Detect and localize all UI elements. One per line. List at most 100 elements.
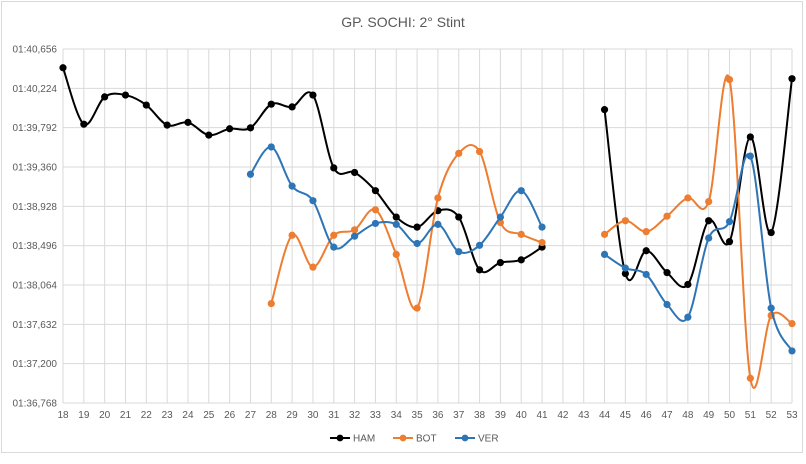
x-tick-label: 49 <box>703 410 715 421</box>
data-point-ham <box>600 106 609 114</box>
data-point-ham <box>288 103 296 111</box>
data-point-ham <box>309 91 317 99</box>
series-bot <box>267 74 796 389</box>
data-point-ver <box>725 218 734 226</box>
legend-label: HAM <box>353 434 375 445</box>
data-point-ver <box>496 213 504 221</box>
series-line-bot <box>603 74 793 389</box>
data-point-ham <box>205 131 213 139</box>
data-point-bot <box>371 206 380 214</box>
data-point-bot <box>517 230 525 238</box>
data-point-bot <box>330 231 338 239</box>
data-point-ver <box>309 197 317 205</box>
x-tick-label: 28 <box>266 410 278 421</box>
data-point-ham <box>392 213 400 221</box>
x-tick-label: 45 <box>620 410 632 421</box>
x-tick-label: 47 <box>661 410 673 421</box>
x-tick-label: 42 <box>557 410 569 421</box>
data-point-ver <box>517 187 525 195</box>
y-tick-label: 01:36,768 <box>13 399 58 410</box>
data-point-bot <box>309 263 317 271</box>
y-tick-label: 01:40,224 <box>13 84 58 95</box>
data-point-ham <box>142 101 150 109</box>
series-line-ham <box>62 67 543 274</box>
series-lines <box>59 64 796 389</box>
legend-label: BOT <box>416 434 437 445</box>
data-point-ham <box>767 228 775 237</box>
data-point-ver <box>371 219 380 228</box>
x-tick-label: 40 <box>516 410 528 421</box>
legend-item-ver: VER <box>455 434 499 445</box>
data-point-ver <box>788 347 796 355</box>
data-point-ver <box>413 239 421 248</box>
data-point-bot <box>288 231 296 239</box>
x-tick-label: 37 <box>453 410 465 421</box>
x-tick-label: 43 <box>578 410 590 421</box>
x-tick-label: 35 <box>412 410 424 421</box>
data-point-bot <box>725 75 734 84</box>
y-tick-label: 01:37,632 <box>13 320 58 331</box>
legend-marker <box>399 434 407 442</box>
data-point-ver <box>246 170 255 178</box>
x-tick-label: 33 <box>370 410 382 421</box>
x-tick-label: 52 <box>766 410 778 421</box>
data-point-ver <box>600 250 609 259</box>
y-tick-label: 01:38,496 <box>13 241 58 252</box>
data-point-bot <box>413 304 421 312</box>
data-point-ver <box>330 243 338 251</box>
data-point-ham <box>475 266 484 274</box>
data-point-ver <box>684 313 692 321</box>
data-point-ham <box>163 121 171 129</box>
x-tick-label: 46 <box>641 410 653 421</box>
data-point-ham <box>267 100 275 108</box>
data-point-ham <box>684 280 692 289</box>
x-tick-label: 31 <box>328 410 340 421</box>
x-tick-label: 20 <box>99 410 111 421</box>
data-point-bot <box>434 194 442 202</box>
data-point-ham <box>705 217 713 225</box>
x-tick-label: 30 <box>307 410 319 421</box>
x-tick-label: 25 <box>203 410 215 421</box>
data-point-ver <box>767 304 775 312</box>
x-tick-label: 19 <box>78 410 90 421</box>
x-tick-label: 36 <box>432 410 444 421</box>
data-point-bot <box>267 299 275 308</box>
data-point-bot <box>351 226 359 234</box>
data-point-ham <box>330 164 338 172</box>
legend-marker <box>336 434 344 442</box>
data-point-bot <box>455 149 463 157</box>
data-point-ham <box>101 93 109 101</box>
data-point-ham <box>80 120 88 128</box>
x-tick-label: 21 <box>120 410 132 421</box>
data-point-ham <box>413 223 421 231</box>
data-point-bot <box>475 147 484 156</box>
data-point-ver <box>663 300 671 309</box>
data-point-ver <box>746 152 754 160</box>
data-point-ham <box>371 187 380 195</box>
x-tick-label: 48 <box>682 410 694 421</box>
chart-title: GP. SOCHI: 2° Stint <box>341 14 465 30</box>
x-tick-label: 24 <box>182 410 194 421</box>
data-point-bot <box>600 230 609 238</box>
data-point-ver <box>392 220 400 228</box>
data-point-ver <box>351 232 359 240</box>
data-point-bot <box>663 212 671 220</box>
x-tick-label: 50 <box>724 410 736 421</box>
x-tick-label: 22 <box>141 410 153 421</box>
legend-marker <box>461 434 469 442</box>
data-point-ver <box>705 234 713 242</box>
data-point-ham <box>746 133 754 141</box>
legend-item-bot: BOT <box>393 434 437 445</box>
y-axis-ticks: 01:40,656 01:40,224 01:39,792 01:39,360 01:3… <box>13 45 58 410</box>
x-tick-label: 18 <box>57 410 69 421</box>
data-point-ham <box>663 269 671 277</box>
x-tick-label: 51 <box>745 410 757 421</box>
x-tick-label: 41 <box>536 410 548 421</box>
data-point-ham <box>351 168 359 177</box>
data-point-ham <box>121 91 130 99</box>
data-point-bot <box>746 374 754 382</box>
legend-label: VER <box>478 434 499 445</box>
gridlines <box>62 48 793 404</box>
data-point-ver <box>642 270 650 279</box>
